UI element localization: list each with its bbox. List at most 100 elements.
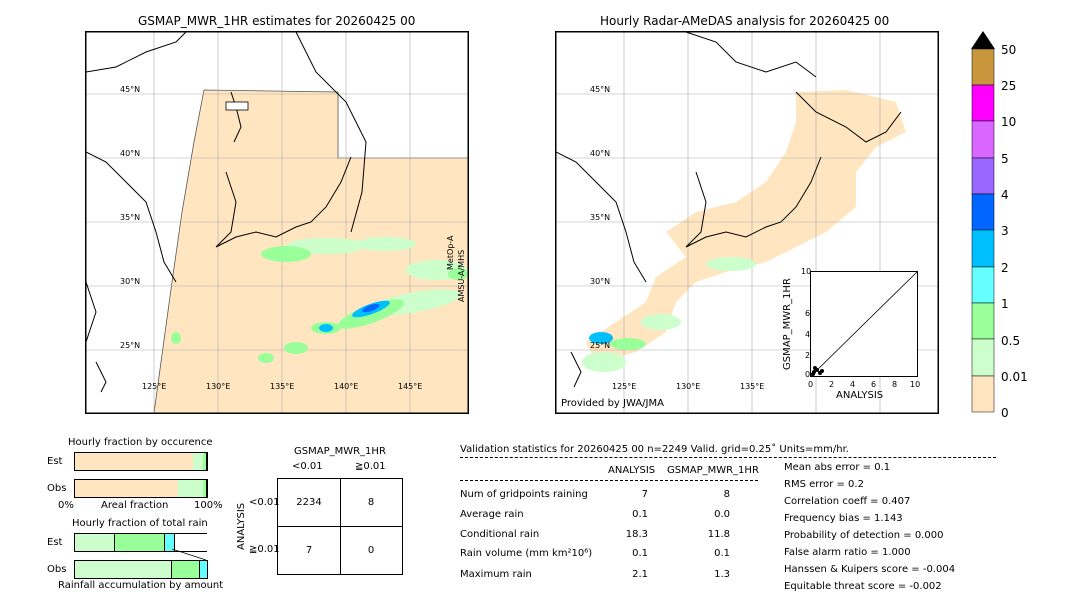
inset-ylabel: GSMAP_MWR_1HR [782,278,793,370]
occ-xlabel: Areal fraction [101,500,169,511]
left-lat-35: 35°N [120,213,141,222]
stat-label-4: Maximum rain [460,569,532,580]
right-lon-130: 130°E [676,382,701,391]
left-map-title: GSMAP_MWR_1HR estimates for 20260425 00 [138,14,416,28]
left-lat-25: 25°N [120,341,141,350]
occurrence-title: Hourly fraction by occurence [68,437,213,448]
amt-est-light [75,534,115,551]
occ-xtick-0: 0% [58,500,74,511]
inset-ytick-10: 10 [801,267,812,276]
amount-title: Hourly fraction of total rain [72,518,208,529]
contingency-title: GSMAP_MWR_1HR [294,446,386,457]
scatter-inset [810,271,918,377]
inset-xtick-2: 2 [829,380,835,389]
stat-g-1: 0.0 [714,509,730,520]
occ-est-norain [75,453,193,470]
colorbar-svg [971,31,995,413]
right-lat-45: 45°N [590,85,611,94]
amt-obs-light [75,561,172,578]
stat-a-0: 7 [641,489,648,500]
amt-xlabel: Rainfall accumulation by amount [58,580,224,591]
inset-xtick-6: 6 [871,380,877,389]
col-gsmap: GSMAP_MWR_1HR [667,465,759,476]
cont-row-axis: ANALYSIS [236,502,247,550]
stat-a-3: 0.1 [632,548,648,559]
left-lon-130: 130°E [206,382,231,391]
right-map-title: Hourly Radar-AMeDAS analysis for 2026042… [600,14,890,28]
amt-obs-green [172,561,200,578]
validation-divider [460,457,996,458]
occ-row-obs: Obs [47,483,67,494]
inset-xtick-10: 10 [910,380,921,389]
stat-a-1: 0.1 [632,509,648,520]
left-lat-45: 45°N [120,85,141,94]
stat-label-0: Num of gridpoints raining [460,489,588,500]
inset-xtick-4: 4 [850,380,856,389]
cb-label-25: 25 [1001,79,1017,93]
stat-a-4: 2.1 [632,569,648,580]
score-2: Correlation coeff = 0.407 [784,496,911,507]
validation-divider-2 [460,480,758,481]
score-4: Probability of detection = 0.000 [784,530,944,541]
cb-label-0: 0 [1001,406,1009,420]
stat-label-2: Conditional rain [460,529,540,540]
left-map-svg [86,32,468,413]
stat-a-2: 18.3 [625,529,648,540]
inset-xtick-0: 0 [808,380,814,389]
right-map-panel: 45°N 40°N 35°N 30°N 25°N 125°E 130°E 135… [555,31,939,414]
right-lon-135: 135°E [740,382,765,391]
validation-header: Validation statistics for 20260425 00 n=… [460,444,849,455]
left-map-panel: 45°N 40°N 35°N 30°N 25°N 125°E 130°E 135… [85,31,469,414]
contingency-table: 2234 8 7 0 [277,478,403,575]
left-lon-140: 140°E [334,382,359,391]
score-1: RMS error = 0.2 [784,479,864,490]
left-map-rain [171,237,468,363]
occ-obs-green [203,480,206,497]
score-3: Frequency bias = 1.143 [784,513,903,524]
amt-est-bar [74,533,207,552]
cb-label-50: 50 [1001,43,1017,57]
col-analysis: ANALYSIS [608,465,656,476]
stat-g-2: 11.8 [707,529,730,540]
one-to-one-line [810,271,918,377]
cb-label-10: 10 [1001,115,1017,129]
cb-label-1: 1 [1001,297,1009,311]
right-map-rain [582,257,756,372]
amt-row-est: Est [47,537,63,548]
stat-g-0: 8 [723,489,730,500]
cont-cell-fa: 8 [340,479,402,527]
cb-label-2: 2 [1001,261,1009,275]
occ-est-bar [74,452,208,471]
cont-col-ge: ≧0.01 [355,461,386,472]
left-side-label-b: AMSU-A/MHS [457,242,466,302]
amt-est-green [115,534,165,551]
cont-cell-hit: 0 [367,545,375,556]
occ-est-light [193,453,203,470]
occ-est-dark [206,453,207,470]
stat-label-3: Rain volume (mm km²10⁶) [460,548,593,559]
left-lon-125: 125°E [142,382,167,391]
score-7: Equitable threat score = -0.002 [784,581,942,592]
left-side-label: MetOp-A [446,210,455,270]
left-lat-40: 40°N [120,149,141,158]
inset-ytick-4: 4 [805,330,811,339]
occ-obs-norain [75,480,178,497]
inset-ytick-6: 6 [805,309,811,318]
cont-cell-tn: 2234 [278,479,341,527]
scatter-points [811,366,824,376]
inset-xlabel: ANALYSIS [836,390,884,401]
inset-xtick-8: 8 [892,380,898,389]
occ-est-green [203,453,206,470]
colorbar [971,31,995,413]
left-lat-30: 30°N [120,277,141,286]
cont-col-lt: <0.01 [292,461,323,472]
occ-obs-light [178,480,203,497]
amt-obs-bar [74,560,208,579]
amt-obs-cyan [200,561,207,578]
score-0: Mean abs error = 0.1 [784,462,891,473]
cont-row-ge: ≧0.01 [249,544,280,555]
stat-label-1: Average rain [460,509,524,520]
amt-connector [172,549,207,561]
right-map-coastlines [556,32,902,388]
occ-obs-dark [206,480,207,497]
